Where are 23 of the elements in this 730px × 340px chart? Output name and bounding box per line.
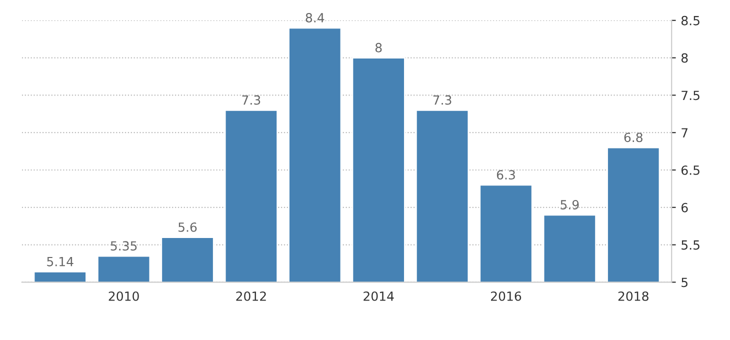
data-label: 5.35 [110, 241, 137, 251]
data-label: 6.3 [496, 170, 515, 180]
x-tick-label: 2012 [236, 291, 266, 301]
data-label: 7.3 [433, 95, 452, 105]
y-tick-label: 8 [681, 53, 688, 63]
x-tick-label: 2018 [618, 291, 648, 301]
data-label: 5.6 [178, 222, 197, 232]
data-label: 7.3 [242, 95, 260, 105]
y-tick-label: 5 [682, 278, 688, 288]
data-label: 6.8 [624, 132, 642, 142]
y-tick-label: 6.5 [682, 165, 700, 175]
data-label: 8.4 [306, 13, 324, 22]
data-label: 5.14 [47, 257, 74, 266]
y-tick-label: 7.5 [682, 90, 700, 100]
y-tick-label: 7 [682, 128, 688, 138]
x-tick-label: 2014 [364, 291, 394, 301]
y-tick-label: 5.5 [682, 240, 700, 250]
y-tick-label: 6 [682, 202, 688, 212]
data-label: 5.9 [560, 200, 579, 210]
x-tick-label: 2016 [491, 291, 522, 301]
x-tick-label: 2010 [108, 291, 139, 301]
data-label: 8 [375, 42, 382, 52]
y-tick-label: 8.5 [681, 16, 700, 26]
